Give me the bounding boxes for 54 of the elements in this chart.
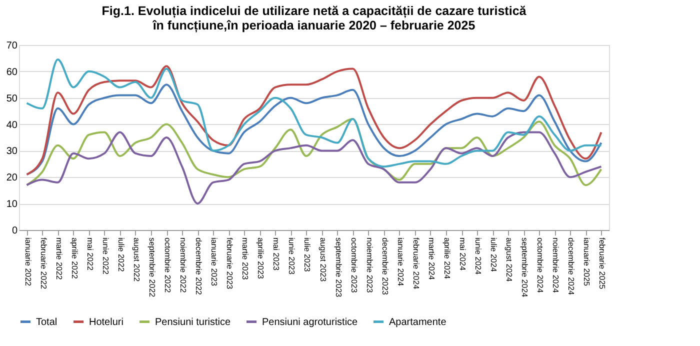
y-tick-label: 60 [6,66,18,78]
x-tick-label: noiembrie 2024 [551,238,560,294]
x-tick-label: august 2024 [504,238,514,282]
x-tick-label: octombrie 2024 [536,238,545,294]
x-tick-label: august 2023 [318,238,328,282]
x-tick-label: august 2022 [132,238,141,282]
line-series [26,131,602,205]
x-tick-label: februarie 2025 [598,238,607,290]
x-tick-label: decembrie 2023 [380,238,390,296]
x-tick-label: decembrie 2024 [566,238,576,296]
x-tick-label: martie 2022 [54,238,64,280]
x-tick-label: septembrie 2023 [334,238,343,298]
x-tick-label: iulie 2024 [489,238,498,272]
x-tick-label: noiembrie 2022 [178,238,188,294]
x-tick-label: iulie 2023 [302,238,312,272]
x-tick-label: octombrie 2023 [349,238,358,294]
x-tick-label: mai 2023 [272,238,281,271]
x-tick-label: ianuarie 2023 [210,238,219,287]
x-tick-label: septembrie 2024 [520,238,530,298]
y-tick-label: 10 [6,199,18,210]
x-tick-label: decembrie 2022 [194,238,204,296]
chart-title: Fig.1. Evoluția indicelui de utilizare netă a capacității de cazare turistică în funcțiune,în perioada ianuarie 2020 – februarie 2025 [102,4,528,32]
x-tick-label: iulie 2022 [116,238,126,272]
y-tick-label: 20 [6,172,18,184]
x-tick-label: aprilie 2022 [70,238,79,280]
x-tick-label: aprilie 2024 [442,238,452,280]
x-tick-label: martie 2023 [240,238,250,280]
line-series [26,118,602,186]
x-tick-label: noiembrie 2023 [364,238,374,294]
x-tick-label: martie 2024 [426,238,436,280]
y-tick-label: 70 [6,40,18,52]
x-tick-label: octombrie 2022 [163,238,172,294]
x-tick-label: iunie 2023 [287,238,296,275]
x-tick-label: februarie 2024 [411,238,420,290]
x-tick-label: aprilie 2023 [256,238,266,280]
x-tick-label: ianuarie 2022 [23,238,32,287]
legend-label: Hoteluri [89,316,124,328]
x-tick-label: iunie 2024 [474,238,483,275]
x-tick-label: mai 2024 [458,238,467,271]
y-tick-label: 30 [6,146,18,158]
x-tick-label: iunie 2022 [100,238,110,275]
x-tick-label: septembrie 2022 [147,238,156,298]
y-tick-label: 40 [6,120,18,131]
x-tick-label: ianuarie 2024 [396,238,405,287]
legend-label: Apartamente [389,316,447,328]
x-tick-label: mai 2022 [85,238,94,271]
y-tick-label: 50 [6,93,18,104]
x-tick-label: ianuarie 2025 [582,238,592,287]
legend-label: Pensiuni agroturistice [262,316,358,328]
x-tick-label: februarie 2022 [38,238,48,290]
x-tick-label: februarie 2023 [225,238,234,290]
legend-label: Pensiuni turistice [155,316,232,328]
y-tick-label: 0 [12,226,18,236]
legend-label: Total [36,316,58,328]
